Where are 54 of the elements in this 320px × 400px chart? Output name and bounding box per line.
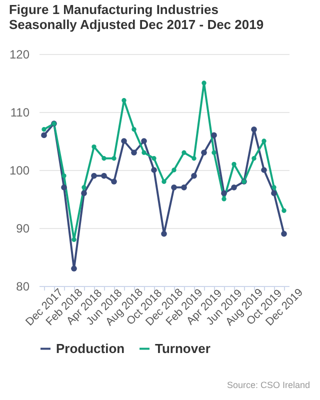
point (71, 266, 77, 272)
point (82, 185, 86, 190)
point (262, 138, 266, 144)
point (151, 167, 157, 173)
point (272, 185, 276, 190)
point (252, 156, 256, 161)
point (102, 156, 106, 161)
point (62, 173, 66, 178)
source-note: Source: CSO Ireland (226, 380, 310, 390)
legend-label: Turnover (155, 340, 210, 356)
y-tick-label: 80 (16, 280, 30, 294)
point (122, 98, 126, 103)
point (171, 184, 177, 190)
point (202, 80, 206, 86)
point (101, 172, 107, 179)
point (61, 184, 67, 190)
point (41, 132, 47, 138)
point (131, 150, 137, 156)
point (191, 172, 197, 179)
chart-title: Figure 1 Manufacturing Industries Seasonally Adjusted Dec 2017 - Dec 2019 (8, 2, 264, 32)
point (72, 237, 76, 242)
point (142, 150, 146, 155)
point (161, 230, 167, 237)
point (152, 156, 156, 161)
point (282, 208, 286, 213)
point (181, 184, 187, 190)
y-tick-label: 90 (16, 222, 30, 236)
point (91, 172, 97, 179)
point (221, 190, 227, 196)
point (162, 179, 166, 184)
point (182, 150, 186, 155)
point (231, 184, 237, 190)
point (112, 156, 116, 161)
point (251, 126, 257, 132)
point (271, 190, 277, 196)
y-tick-label: 110 (10, 106, 30, 120)
point (172, 168, 176, 172)
point (81, 190, 87, 196)
point (261, 167, 267, 173)
point (132, 127, 136, 132)
y-tick-label: 120 (9, 48, 30, 62)
point (111, 178, 117, 185)
point (211, 132, 217, 138)
point (222, 196, 226, 202)
point (121, 138, 127, 144)
point (141, 138, 147, 144)
point (201, 150, 207, 156)
point (92, 144, 96, 150)
point (212, 150, 216, 155)
point (192, 156, 196, 161)
point (42, 127, 46, 132)
point (281, 230, 287, 237)
y-tick-label: 100 (9, 164, 30, 178)
legend-label: Production (56, 340, 125, 356)
